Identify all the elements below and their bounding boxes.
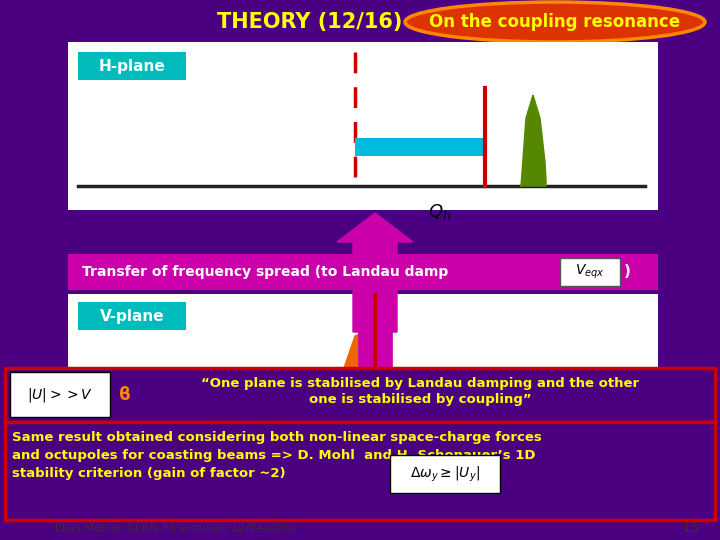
Bar [5,368,715,422]
Bar [390,455,500,493]
Bar [68,254,658,290]
Bar [68,42,658,210]
Text: V-plane: V-plane [99,308,164,323]
Text: Transfer of frequency spread (to Landau damp: Transfer of frequency spread (to Landau … [82,265,453,279]
Bar [355,138,485,156]
Text: $Q_h$: $Q_h$ [428,202,451,222]
Text: H-plane: H-plane [99,58,166,73]
Text: Elias Metral, CERN-PS seminar, 12/04/2000: Elias Metral, CERN-PS seminar, 12/04/200… [55,523,295,533]
Text: ): ) [624,265,631,280]
Polygon shape [335,330,392,408]
Text: THEORY (12/16): THEORY (12/16) [217,12,402,32]
Bar [10,372,110,417]
Text: “One plane is stabilised by Landau damping and the other: “One plane is stabilised by Landau dampi… [201,377,639,390]
Text: $\Delta\omega_y \geq |U_y|$: $\Delta\omega_y \geq |U_y|$ [410,464,480,484]
Text: $Q_v + l$: $Q_v + l$ [344,422,395,443]
Bar [68,294,658,436]
Text: and octupoles for coasting beams => D. Mohl  and H. Schonauer’s 1D: and octupoles for coasting beams => D. M… [12,449,536,462]
Bar [78,52,186,80]
Text: Same result obtained considering both non-linear space-charge forces: Same result obtained considering both no… [12,431,541,444]
Text: On the coupling resonance: On the coupling resonance [429,13,680,31]
Text: 15: 15 [681,521,699,535]
Text: one is stabilised by coupling”: one is stabilised by coupling” [309,394,531,407]
Bar [560,258,620,286]
Text: stability criterion (gain of factor ~2): stability criterion (gain of factor ~2) [12,468,286,481]
Text: $|U|>>V$: $|U|>>V$ [27,386,93,404]
Polygon shape [337,213,413,332]
Text: ϐ: ϐ [119,386,131,404]
Text: $V_{eqx}$: $V_{eqx}$ [575,263,605,281]
Bar [5,422,715,520]
Ellipse shape [405,2,705,42]
Bar [78,302,186,330]
Polygon shape [520,95,546,186]
